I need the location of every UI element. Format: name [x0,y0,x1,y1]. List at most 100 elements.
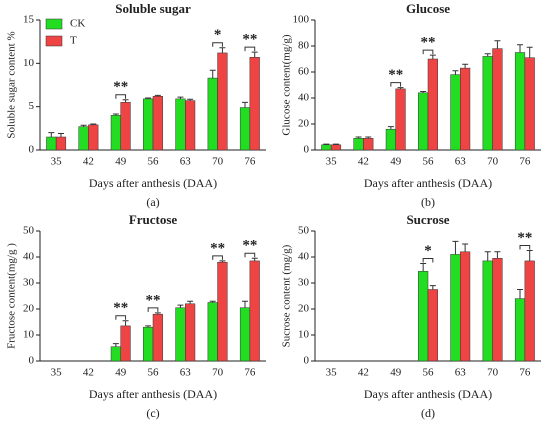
bar [55,136,67,151]
error-bar [462,63,469,69]
bar [524,260,535,362]
significance-bracket [147,307,159,312]
x-tick-label: 70 [487,156,499,168]
y-tick-label: 15 [23,14,35,26]
error-bar [80,124,87,127]
bar [353,138,364,151]
x-tick-label: 76 [519,156,531,168]
x-tick-label: 35 [51,367,63,379]
x-tick-label: 49 [115,367,127,379]
significance-label: ** [113,300,128,316]
x-tick-label: 56 [148,367,160,379]
bar [418,92,429,151]
legend-swatch [45,35,63,47]
x-tick-label: 63 [455,367,467,379]
error-bar [365,136,372,139]
legend-label: T [70,35,77,47]
error-bar [387,126,394,130]
y-tick-label: 0 [29,355,35,367]
significance-bracket [244,46,256,52]
y-tick-label: 20 [23,303,35,315]
significance-label: ** [113,79,128,95]
y-tick-label: 40 [23,251,35,263]
y-tick-label: 10 [23,57,35,69]
x-axis-label: Days after anthesis (DAA) [89,176,217,190]
bar [249,57,260,151]
error-bar [219,260,226,263]
bar [152,96,163,151]
bar [524,57,535,151]
significance-bracket [519,245,531,250]
panel-label: (a) [146,195,159,209]
chart-title: Glucose [406,1,450,16]
error-bar [355,136,362,139]
bar [185,100,196,151]
x-tick-label: 35 [51,156,63,168]
y-tick-label: 100 [293,14,310,26]
bar [207,302,218,362]
error-bar [452,240,459,255]
error-bar [209,69,216,79]
significance-label: ** [242,32,257,48]
bar [143,326,154,362]
chart-title: Soluble sugar [115,1,191,16]
significance-bracket [212,42,223,47]
significance-bracket [422,258,434,263]
bar [385,128,396,151]
x-tick-label: 56 [148,156,160,168]
x-tick-label: 76 [244,367,256,379]
bar [363,138,374,151]
error-bar [397,87,404,89]
bar [46,136,57,151]
bar [482,260,493,362]
error-bar [177,96,184,99]
error-bar [187,300,194,304]
bar [395,88,406,151]
y-tick-label: 10 [298,329,310,341]
x-tick-label: 63 [455,156,467,168]
y-tick-label: 0 [304,144,310,156]
error-bar [209,300,216,303]
error-bar [145,97,152,99]
significance-label: ** [388,67,403,83]
error-bar [429,54,436,59]
bar [120,102,131,151]
error-bar [484,251,491,261]
bar [450,254,461,362]
y-tick-label: 50 [23,225,35,237]
bar [492,258,503,362]
significance-label: * [214,27,222,43]
y-tick-label: 5 [29,100,35,112]
error-bar [420,263,427,272]
bar [482,56,493,151]
x-tick-label: 70 [212,367,224,379]
error-bar [145,325,152,328]
significance-bracket [244,252,256,258]
x-axis-label: Days after anthesis (DAA) [364,387,492,401]
x-tick-label: 70 [487,367,499,379]
significance-label: ** [210,240,225,256]
x-tick-label: 63 [180,156,192,168]
x-tick-label: 42 [83,156,94,168]
error-bar [526,250,533,261]
error-bar [484,53,491,57]
x-tick-label: 35 [326,367,338,379]
error-bar [517,44,524,53]
x-axis-label: Days after anthesis (DAA) [89,387,217,401]
error-bar [429,285,436,290]
bar [239,107,251,151]
significance-label: * [424,243,432,259]
error-bar [48,132,55,137]
panel-label: (b) [421,195,435,209]
bar [514,52,526,151]
error-bar [57,133,64,137]
bar [217,52,228,151]
bar [460,67,471,151]
y-tick-label: 40 [298,251,310,263]
x-tick-label: 35 [326,156,338,168]
x-tick-label: 42 [83,367,94,379]
bar [217,261,228,362]
significance-bracket [212,255,223,260]
significance-label: ** [242,238,257,254]
error-bar [452,70,459,75]
